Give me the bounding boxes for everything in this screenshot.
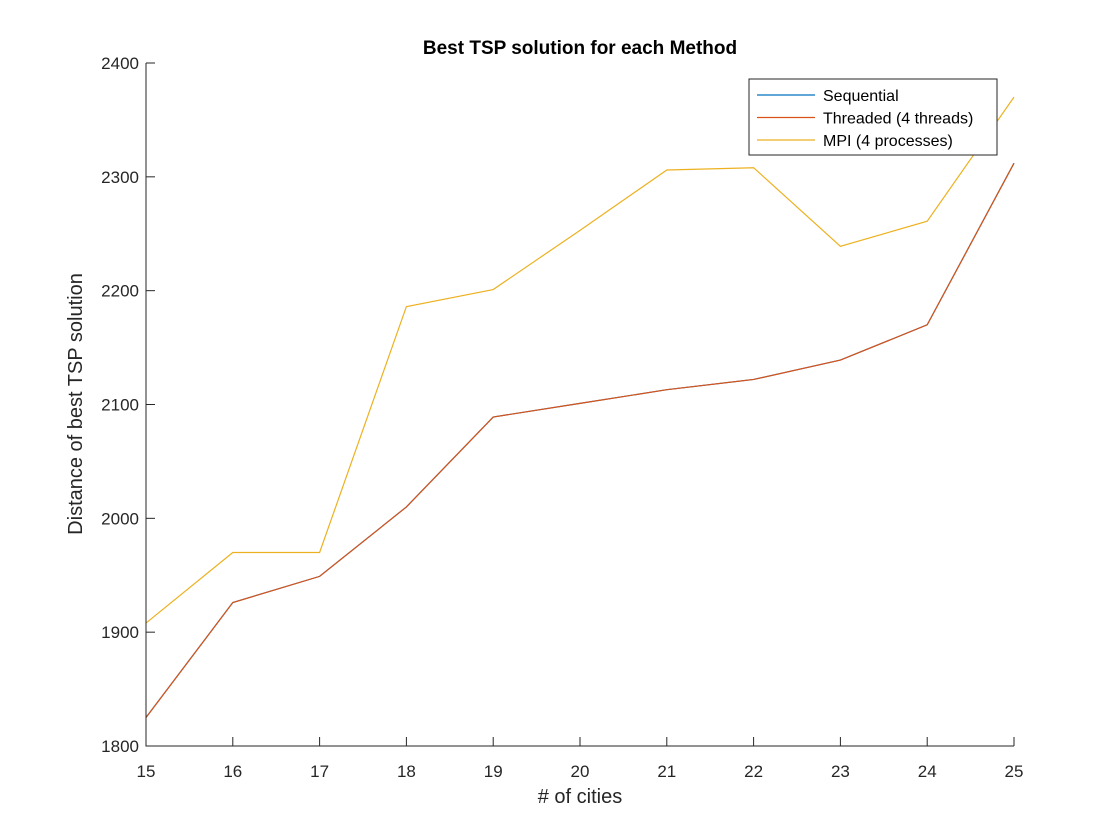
series-line-2 [145, 96, 1015, 624]
series-layer [145, 96, 1015, 718]
x-tick-label: 22 [744, 762, 763, 781]
y-tick-label: 2300 [101, 168, 139, 187]
x-axis: 15 16 17 18 19 20 21 22 23 24 25 [137, 737, 1024, 781]
x-tick-label: 24 [918, 762, 937, 781]
x-axis-label: # of cities [538, 786, 622, 808]
y-tick-label: 2200 [101, 282, 139, 301]
x-tick-label: 15 [137, 762, 156, 781]
series-line-1 [145, 162, 1015, 718]
x-tick-label: 19 [484, 762, 503, 781]
y-tick-label: 1800 [101, 737, 139, 756]
x-tick-label: 18 [397, 762, 416, 781]
legend: Sequential Threaded (4 threads) MPI (4 pro… [748, 78, 998, 156]
y-axis: 1800 1900 2000 2100 2200 2300 2400 [101, 54, 155, 756]
y-tick-label: 1900 [101, 623, 139, 642]
y-tick-label: 2400 [101, 54, 139, 73]
y-tick-label: 2000 [101, 509, 139, 528]
x-tick-label: 23 [831, 762, 850, 781]
x-tick-label: 25 [1005, 762, 1024, 781]
legend-label-2: MPI (4 processes) [823, 133, 953, 150]
chart-title: Best TSP solution for each Method [423, 38, 737, 59]
x-tick-label: 16 [223, 762, 242, 781]
y-tick-label: 2100 [101, 396, 139, 415]
x-tick-label: 17 [310, 762, 329, 781]
y-axis-label: Distance of best TSP solution [65, 273, 87, 535]
legend-label-1: Threaded (4 threads) [823, 111, 973, 128]
x-tick-label: 20 [571, 762, 590, 781]
x-tick-label: 21 [657, 762, 676, 781]
legend-label-0: Sequential [823, 88, 899, 105]
